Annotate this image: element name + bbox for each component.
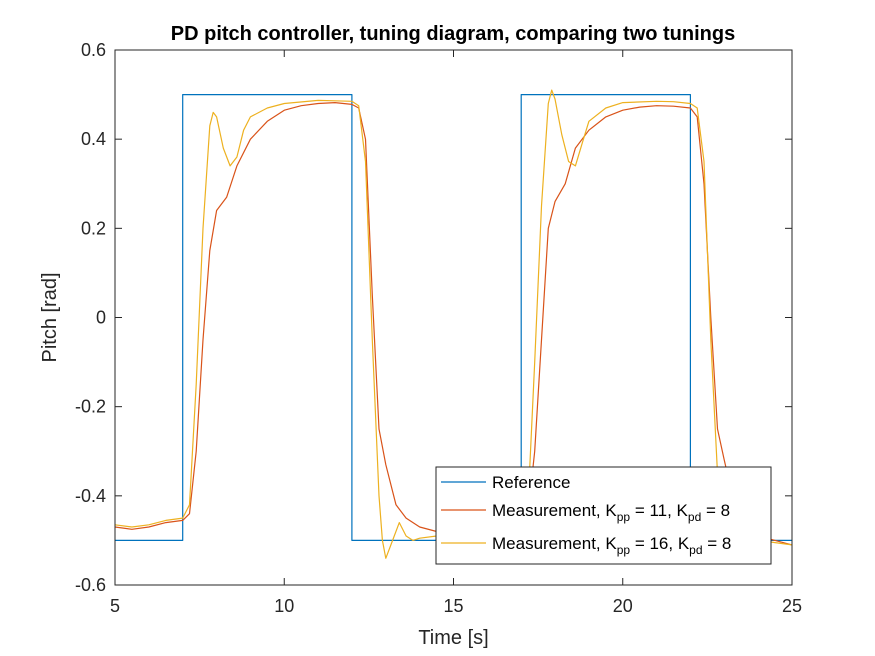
x-tick-label: 15 bbox=[443, 596, 463, 616]
series-line-2 bbox=[114, 89, 793, 559]
y-tick-label: -0.6 bbox=[75, 575, 106, 595]
x-tick-label: 10 bbox=[274, 596, 294, 616]
legend-entry-0: Reference bbox=[492, 473, 570, 492]
legend-box bbox=[435, 466, 772, 565]
chart-title: PD pitch controller, tuning diagram, com… bbox=[171, 23, 735, 45]
legend-entry-1: Measurement, Kpp = 11, Kpd = 8 bbox=[492, 501, 730, 524]
y-tick-label: 0.2 bbox=[81, 218, 106, 238]
legend: Reference Measurement, Kpp = 11, Kpd = 8 M… bbox=[435, 466, 772, 565]
x-axis-label: Time [s] bbox=[418, 627, 488, 649]
y-tick-label: 0 bbox=[96, 308, 106, 328]
y-tick-label: -0.2 bbox=[75, 397, 106, 417]
y-axis-label: Pitch [rad] bbox=[39, 272, 61, 362]
y-tick-label: -0.4 bbox=[75, 486, 106, 506]
y-tick-label: 0.6 bbox=[81, 40, 106, 60]
x-tick-label: 5 bbox=[110, 596, 120, 616]
y-tick-label: 0.4 bbox=[81, 129, 106, 149]
x-tick-label: 25 bbox=[782, 596, 802, 616]
ticks-layer: 5 10 15 20 25 -0.6 -0.4 -0.2 0 0.2 0.4 0.6 bbox=[75, 40, 802, 616]
legend-entry-2: Measurement, Kpp = 16, Kpd = 8 bbox=[492, 534, 731, 557]
x-tick-label: 20 bbox=[613, 596, 633, 616]
